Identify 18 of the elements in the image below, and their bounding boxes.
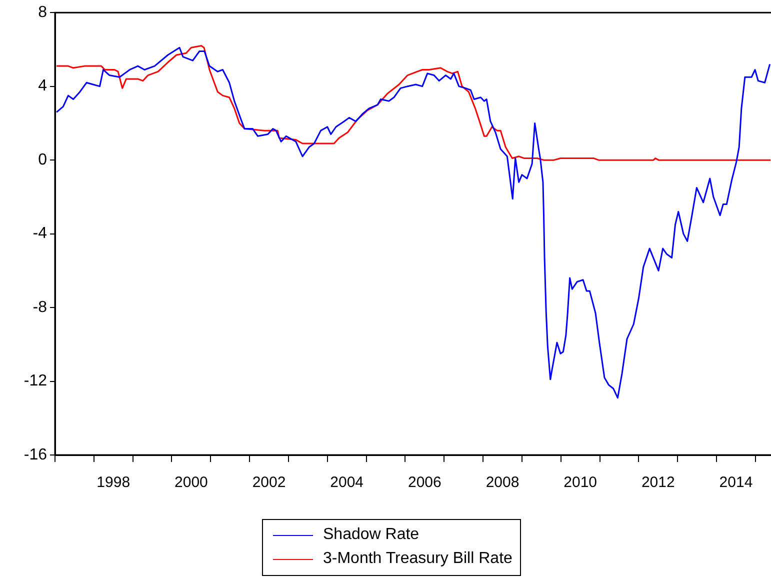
x-tick-label: 2014 xyxy=(719,474,753,492)
x-tick-label: 2000 xyxy=(174,474,208,492)
y-tick-label: -8 xyxy=(32,298,48,316)
legend-label: Shadow Rate xyxy=(323,526,420,544)
x-tick-label: 2008 xyxy=(486,474,520,492)
x-tick-label: 2004 xyxy=(330,474,364,492)
y-tick-label: 0 xyxy=(38,151,48,168)
y-tick-label: -16 xyxy=(24,446,48,464)
x-tick-label: 2002 xyxy=(252,474,286,492)
y-tick-label: -4 xyxy=(32,225,48,242)
y-tick-label: 8 xyxy=(38,4,48,22)
legend-label: 3-Month Treasury Bill Rate xyxy=(323,550,512,568)
x-tick-label: 2012 xyxy=(641,474,675,492)
y-tick-label: 4 xyxy=(38,78,48,95)
x-tick-label: 1998 xyxy=(96,474,130,492)
x-tick-label: 2010 xyxy=(564,474,598,492)
y-tick-label: -12 xyxy=(24,372,48,390)
x-tick-label: 2006 xyxy=(408,474,442,492)
